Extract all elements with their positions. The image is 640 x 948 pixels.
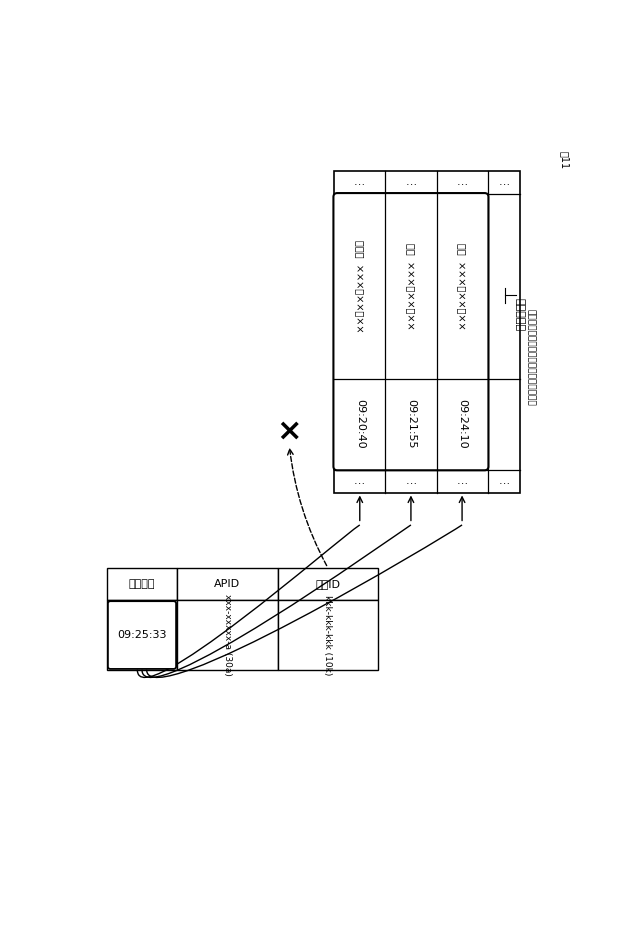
Text: 候補リスト: 候補リスト <box>514 299 524 331</box>
Text: 09:20:40: 09:20:40 <box>355 399 365 449</box>
Text: …: … <box>499 476 509 486</box>
Bar <box>278 600 378 669</box>
Text: …: … <box>456 476 468 486</box>
Text: （調査対象端末に対応する車番の候補）: （調査対象端末に対応する車番の候補） <box>527 309 536 406</box>
Bar <box>177 600 278 669</box>
Text: …: … <box>354 476 365 486</box>
Text: 八王子  ×××な××－××: 八王子 ×××な××－×× <box>355 240 365 333</box>
Bar <box>334 171 520 493</box>
Text: …: … <box>405 177 417 188</box>
Text: …: … <box>405 476 417 486</box>
FancyBboxPatch shape <box>108 601 176 669</box>
Bar <box>107 600 177 669</box>
Text: …: … <box>354 177 365 188</box>
Text: 足立  ×××る××－××: 足立 ×××る××－×× <box>406 243 416 330</box>
Bar <box>278 568 378 600</box>
Text: APID: APID <box>214 579 240 590</box>
Text: 図11: 図11 <box>559 151 570 169</box>
Text: 09:21:55: 09:21:55 <box>406 399 416 448</box>
Text: 09:25:33: 09:25:33 <box>117 630 167 640</box>
Text: 検出時刻: 検出時刻 <box>129 579 156 590</box>
Text: xxx-xxxxx-a (30a): xxx-xxxxx-a (30a) <box>223 594 232 676</box>
Text: …: … <box>456 177 468 188</box>
Bar <box>107 568 177 600</box>
Text: 端末ID: 端末ID <box>316 579 340 590</box>
FancyBboxPatch shape <box>333 193 488 470</box>
Text: 品川  ×××の××－××: 品川 ×××の××－×× <box>457 243 467 330</box>
Text: ×: × <box>276 416 302 446</box>
Text: kkk-kkk-kkk (10k): kkk-kkk-kkk (10k) <box>323 594 333 675</box>
Text: …: … <box>499 177 509 188</box>
Bar <box>177 568 278 600</box>
Text: 09:24:10: 09:24:10 <box>457 399 467 449</box>
